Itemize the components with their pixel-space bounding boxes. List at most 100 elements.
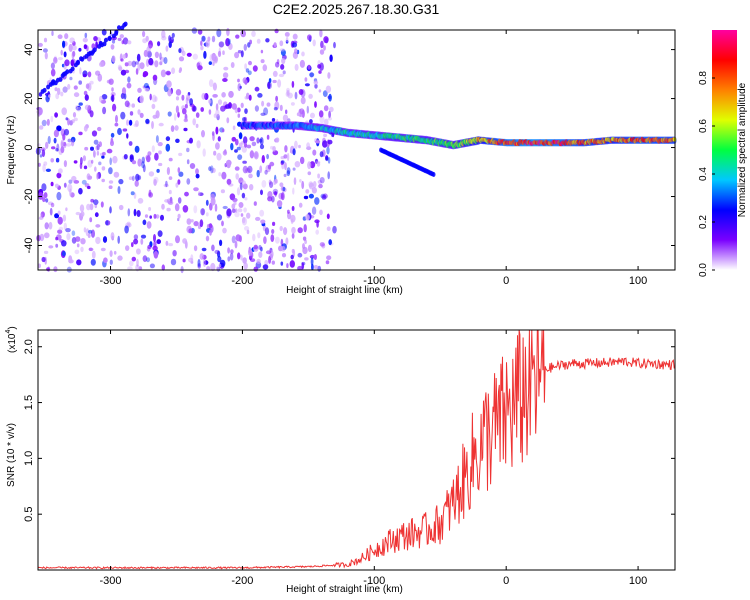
- spectrogram-noise-mark: [136, 258, 139, 267]
- spectrogram-noise-mark: [139, 95, 144, 104]
- spectrogram-noise-mark: [161, 264, 165, 271]
- spectrogram-noise-mark: [39, 233, 45, 242]
- spectrogram-noise-mark: [175, 138, 180, 143]
- spectrogram-noise-mark: [310, 112, 315, 119]
- spectrogram-noise-mark: [44, 222, 49, 230]
- spectrogram-noise-mark: [211, 244, 215, 252]
- spectrogram-noise-mark: [102, 236, 108, 243]
- spectrogram-noise-mark: [297, 252, 303, 258]
- spectrogram-noise-mark: [210, 165, 214, 174]
- spectrogram-noise-mark: [101, 166, 106, 171]
- spectrogram-noise-mark: [189, 137, 193, 144]
- spectrogram-noise-mark: [104, 220, 111, 226]
- spectrogram-noise-mark: [141, 156, 145, 164]
- spectrogram-noise-mark: [218, 41, 225, 48]
- spectrogram-noise-mark: [94, 212, 99, 218]
- spectrogram-noise-mark: [155, 110, 160, 119]
- spectrogram-noise-mark: [91, 130, 98, 137]
- spectrogram-noise-mark: [61, 250, 66, 257]
- spectrogram-noise-mark: [60, 146, 65, 154]
- spectrogram-noise-mark: [326, 146, 330, 155]
- spectrogram-noise-mark: [154, 51, 159, 58]
- spectrogram-noise-mark: [207, 36, 211, 42]
- spectrogram-noise-mark: [163, 57, 168, 64]
- spectrogram-noise-mark: [261, 100, 265, 107]
- spectrogram-noise-mark: [237, 252, 241, 260]
- spectrogram-noise-mark: [60, 91, 64, 97]
- spectrogram-noise-mark: [133, 208, 137, 217]
- spectrogram-noise-mark: [108, 185, 113, 189]
- spectrogram-noise-mark: [289, 260, 295, 268]
- spectrogram-noise-mark: [216, 214, 223, 221]
- spectrogram-noise-mark: [71, 59, 75, 65]
- spectrogram-noise-mark: [226, 208, 232, 217]
- spectrogram-noise-mark: [324, 118, 329, 126]
- spectrogram-noise-mark: [199, 219, 204, 228]
- spectrogram-noise-mark: [57, 57, 64, 61]
- spectrogram-noise-mark: [245, 92, 250, 100]
- spectrogram-noise-mark: [69, 37, 75, 44]
- spectrogram-noise-mark: [83, 44, 88, 50]
- spectrogram-noise-mark: [61, 107, 67, 116]
- spectrogram-noise-mark: [258, 245, 262, 250]
- spectrogram-noise-mark: [133, 123, 139, 128]
- spectrogram-noise-mark: [242, 160, 247, 164]
- spectrogram-noise-mark: [323, 105, 329, 112]
- spectrogram-noise-mark: [108, 180, 114, 184]
- spectrogram-noise-mark: [90, 258, 96, 266]
- spectrogram-noise-mark: [188, 228, 193, 234]
- spectrogram-noise-mark: [55, 183, 59, 188]
- spectrogram-noise-mark: [73, 85, 78, 90]
- spectrogram-noise-mark: [41, 149, 46, 158]
- spectrogram-noise-mark: [200, 40, 203, 47]
- spectrogram-noise-mark: [78, 102, 83, 106]
- spectrogram-noise-mark: [126, 133, 129, 139]
- spectrogram-noise-mark: [172, 250, 177, 257]
- spectrogram-noise-mark: [248, 248, 253, 257]
- spectrogram-noise-mark: [202, 258, 207, 267]
- spectrogram-noise-mark: [156, 168, 160, 173]
- spectrogram-noise-mark: [72, 50, 76, 57]
- spectrogram-noise-mark: [290, 102, 295, 106]
- spectrogram-noise-mark: [84, 146, 89, 151]
- spectrogram-noise-mark: [318, 183, 323, 189]
- spectrogram-noise-mark: [280, 64, 285, 70]
- spectrogram-noise-mark: [154, 152, 159, 161]
- spectrogram-noise-mark: [129, 111, 134, 116]
- snr-panel: -300 -200 -100 0 100 0.5 1.0 1.5 2.0 (x104) Hei…: [5, 326, 676, 595]
- spectrogram-noise-mark: [177, 197, 182, 204]
- spectrogram-noise-mark: [297, 265, 303, 271]
- spectrogram-noise-mark: [237, 154, 243, 161]
- spectrogram-noise-mark: [208, 99, 212, 104]
- spectrogram-noise-mark: [151, 145, 155, 153]
- spectrogram-noise-mark: [89, 203, 94, 211]
- spectrogram-noise-mark: [42, 197, 46, 203]
- spectrogram-noise-mark: [248, 94, 252, 101]
- spectrogram-noise-mark: [319, 242, 325, 247]
- spectrogram-noise-mark: [136, 53, 141, 62]
- spectrogram-noise-mark: [208, 223, 213, 229]
- spectrogram-noise-mark: [178, 56, 185, 62]
- spectrogram-noise-mark: [53, 129, 60, 138]
- spectrogram-noise-mark: [157, 230, 163, 238]
- spectrogram-noise-mark: [222, 227, 227, 234]
- spectrogram-noise-mark: [177, 179, 181, 185]
- spectrogram-noise-mark: [111, 94, 115, 102]
- spectrogram-noise-mark: [238, 142, 243, 149]
- spectrogram-noise-mark: [80, 246, 84, 252]
- spectrogram-y-tick-label: -20: [23, 189, 35, 205]
- spectrogram-noise-mark: [137, 175, 142, 181]
- spectrogram-noise-mark: [246, 212, 251, 219]
- spectrogram-noise-mark: [205, 199, 209, 206]
- spectrogram-noise-mark: [122, 128, 128, 132]
- spectrogram-noise-mark: [111, 55, 116, 63]
- spectrogram-noise-mark: [140, 234, 147, 239]
- spectrogram-noise-mark: [44, 52, 48, 60]
- spectrogram-noise-mark: [226, 117, 230, 124]
- spectrogram-noise-mark: [275, 61, 280, 68]
- spectrogram-noise-mark: [235, 138, 239, 146]
- spectrogram-noise-mark: [197, 65, 203, 71]
- spectrogram-noise-mark: [64, 33, 69, 40]
- spectrogram-noise-mark: [222, 150, 228, 156]
- colorbar-tick-label: 0.8: [698, 71, 709, 85]
